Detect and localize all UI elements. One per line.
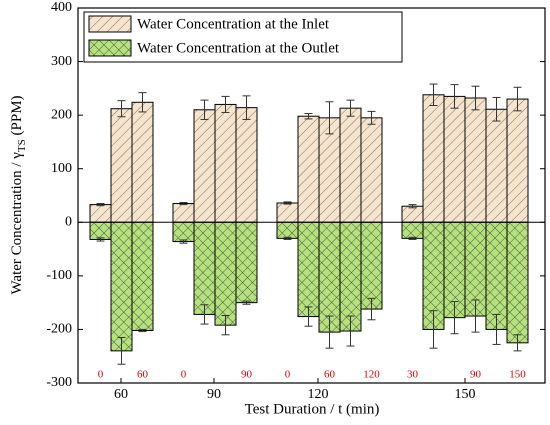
bar-hatch <box>276 202 299 223</box>
bar-annotation: 90 <box>241 369 253 381</box>
bar-annotation: 0 <box>285 369 291 381</box>
bar-hatch <box>339 221 362 332</box>
bar-hatch <box>235 221 258 304</box>
x-tick-label: 90 <box>207 387 221 402</box>
bar-annotation: 0 <box>181 369 187 381</box>
bar-hatch <box>110 221 133 352</box>
bar-hatch <box>360 221 383 310</box>
bar-hatch <box>339 107 362 223</box>
bar-hatch <box>443 95 466 223</box>
bar-hatch <box>360 117 383 223</box>
bar-hatch <box>485 108 508 223</box>
bar-hatch <box>89 204 112 223</box>
bar-hatch <box>401 205 424 223</box>
y-tick-label: 200 <box>51 107 72 122</box>
bar-hatch <box>297 115 320 223</box>
bar-annotation: 30 <box>407 369 419 381</box>
legend-label: Water Concentration at the Outlet <box>137 40 340 56</box>
x-axis-label: Test Duration / t (min) <box>245 401 380 417</box>
legend-swatch-hatch <box>88 39 132 57</box>
x-tick-label: 60 <box>114 387 128 402</box>
bar-hatch <box>172 203 195 223</box>
bar-hatch <box>214 103 237 223</box>
bar-hatch <box>506 221 529 344</box>
bar-hatch <box>131 101 154 223</box>
legend-label: Water Concentration at the Inlet <box>137 16 330 32</box>
bar-annotation: 60 <box>137 369 149 381</box>
y-tick-label: 0 <box>65 215 72 230</box>
bar-hatch <box>193 109 216 223</box>
bar-hatch <box>89 221 112 240</box>
y-tick-label: 400 <box>51 0 72 15</box>
plot-frame <box>77 7 546 384</box>
y-tick-label: 100 <box>51 161 72 176</box>
bar-hatch <box>110 108 133 223</box>
y-tick-label: -100 <box>46 268 72 283</box>
bar-annotation: 150 <box>509 369 526 381</box>
bar-annotation: 60 <box>324 369 336 381</box>
bar-hatch <box>422 94 445 223</box>
x-tick-label: 150 <box>455 387 476 402</box>
legend-box <box>83 11 403 63</box>
bar-hatch <box>131 221 154 332</box>
y-tick-label: -200 <box>46 322 72 337</box>
bar-hatch <box>235 107 258 223</box>
y-tick-label: 300 <box>51 54 72 69</box>
bar-hatch <box>193 221 216 315</box>
bar-hatch <box>297 221 320 318</box>
bar-hatch <box>464 97 487 223</box>
bar-hatch <box>401 221 424 239</box>
y-tick-label: -300 <box>46 375 72 390</box>
bar-annotation: 0 <box>98 369 104 381</box>
bar-hatch <box>214 221 237 326</box>
bar-annotation: 90 <box>470 369 482 381</box>
x-tick-label: 120 <box>308 387 329 402</box>
y-axis-label: Water Concentration / γTS (PPM) <box>9 95 27 294</box>
bar-annotation: 120 <box>363 369 380 381</box>
bar-hatch <box>172 221 195 243</box>
bar-hatch <box>506 98 529 223</box>
legend-swatch-hatch <box>88 15 132 33</box>
bar-hatch <box>276 221 299 239</box>
bar-hatch <box>485 221 508 330</box>
